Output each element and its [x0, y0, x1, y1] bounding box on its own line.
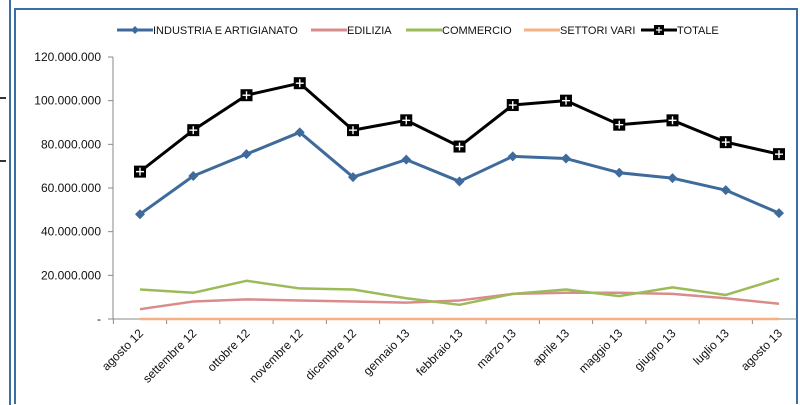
data-point	[774, 208, 784, 219]
data-point	[401, 154, 412, 165]
x-tick-label: agosto 12	[99, 326, 146, 373]
data-point	[241, 149, 252, 160]
legend-marker	[131, 26, 139, 34]
left-panel-tick	[0, 160, 6, 162]
series-totale	[134, 77, 785, 178]
legend-label: SETTORI VARI	[560, 25, 635, 37]
data-point	[135, 209, 145, 220]
y-tick-label: 100.000.000	[34, 94, 101, 108]
data-point	[560, 94, 572, 107]
x-tick-label: luglio 13	[690, 326, 732, 368]
legend-label: TOTALE	[677, 25, 719, 37]
left-panel-edge	[0, 0, 11, 405]
legend: INDUSTRIA E ARTIGIANATO EDILIZIA COMMERCIO…	[117, 25, 719, 37]
x-tick-label: marzo 13	[474, 326, 520, 372]
legend-item: EDILIZIA	[311, 25, 392, 37]
y-tick-label: 20.000.000	[41, 268, 101, 282]
data-point	[293, 77, 306, 90]
x-tick-label: gennaio 13	[360, 326, 412, 378]
x-tick-label: settembre 12	[140, 326, 200, 386]
data-point	[613, 118, 626, 131]
y-axis: - 20.000.000 40.000.000 60.000.000 80.000.00…	[34, 50, 114, 326]
plot-area	[134, 77, 785, 321]
left-panel-tick	[0, 97, 6, 99]
x-tick-label: ottobre 12	[205, 326, 253, 374]
data-point	[561, 153, 571, 164]
x-tick-label: agosto 13	[738, 326, 785, 373]
series-commercio	[139, 277, 780, 307]
legend-label: INDUSTRIA E ARTIGIANATO	[153, 25, 298, 37]
data-point	[348, 172, 358, 183]
data-point	[134, 165, 146, 178]
data-point	[187, 124, 200, 137]
series-line	[139, 277, 780, 307]
x-tick-label: aprile 13	[530, 326, 573, 369]
data-point	[666, 114, 679, 127]
data-point	[773, 148, 785, 161]
chart-frame	[14, 8, 798, 404]
data-point	[507, 151, 518, 162]
data-point	[240, 89, 253, 102]
data-point	[188, 170, 199, 181]
x-tick-label: maggio 13	[576, 326, 626, 376]
data-point	[506, 99, 519, 112]
x-tick-label: giugno 13	[631, 326, 678, 373]
y-tick-label: -	[97, 312, 101, 326]
x-tick-label: dicembre 12	[303, 326, 360, 383]
legend-item: INDUSTRIA E ARTIGIANATO	[117, 25, 298, 37]
x-tick-label: novembre 12	[246, 326, 306, 386]
x-tick-label: febbraio 13	[413, 326, 466, 379]
y-tick-label: 120.000.000	[34, 50, 101, 64]
legend-label: EDILIZIA	[347, 25, 392, 37]
data-point	[667, 173, 678, 184]
data-point	[454, 176, 465, 187]
legend-label: COMMERCIO	[442, 25, 512, 37]
data-point	[294, 127, 305, 138]
y-tick-label: 60.000.000	[41, 181, 101, 195]
legend-item: COMMERCIO	[406, 25, 512, 37]
series-edilizia	[139, 291, 780, 311]
y-tick-label: 80.000.000	[41, 137, 101, 151]
data-point	[720, 185, 731, 196]
legend-item: SETTORI VARI	[524, 25, 635, 37]
data-point	[400, 114, 413, 127]
data-point	[614, 167, 625, 178]
data-point	[719, 136, 732, 149]
data-point	[453, 140, 466, 153]
y-tick-label: 40.000.000	[41, 225, 101, 239]
series-line	[139, 291, 780, 311]
data-point	[347, 124, 359, 137]
legend-item: TOTALE	[641, 25, 719, 37]
series-industria-e-artigianato	[135, 127, 784, 220]
